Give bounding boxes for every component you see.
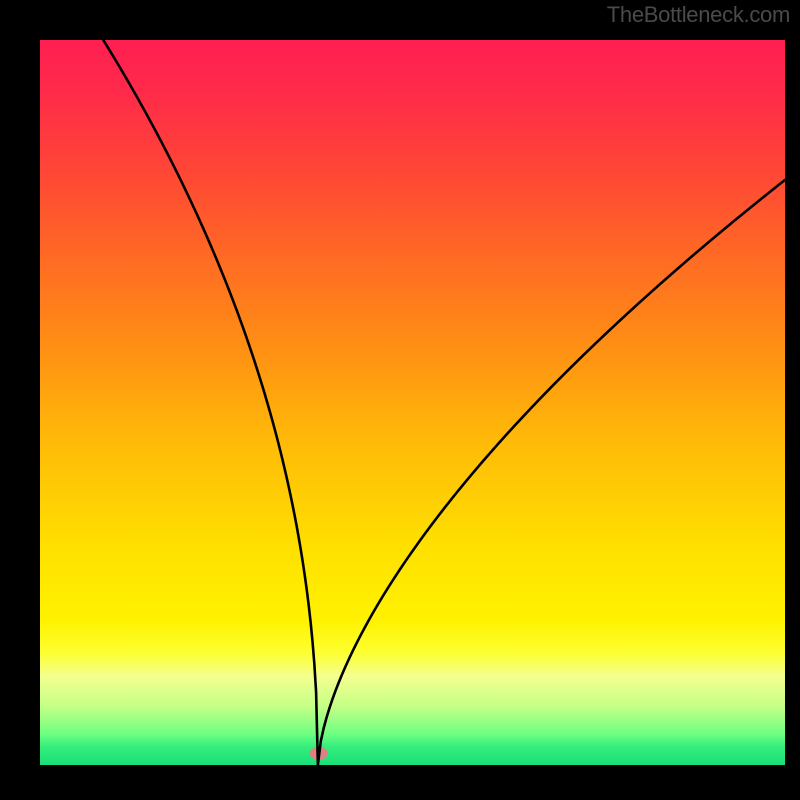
- plot-area: [40, 40, 785, 765]
- watermark-text: TheBottleneck.com: [607, 2, 790, 28]
- chart-svg: [0, 0, 800, 800]
- chart-container: TheBottleneck.com: [0, 0, 800, 800]
- gradient-background: [40, 40, 785, 765]
